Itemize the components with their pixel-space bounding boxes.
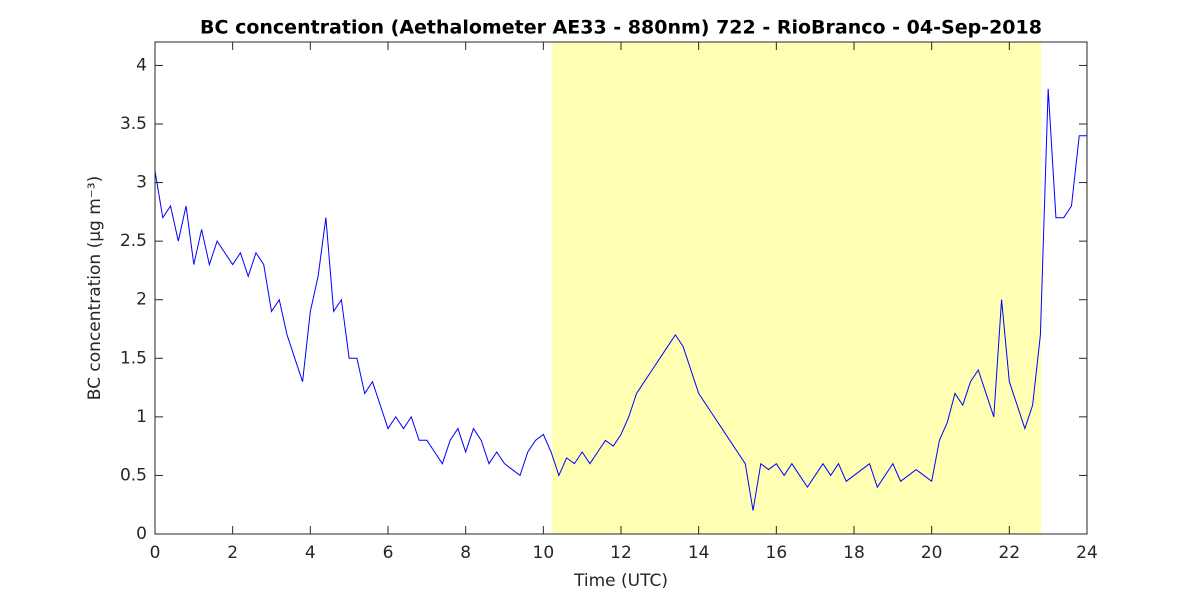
highlight-region xyxy=(551,42,1042,534)
y-tick-label: 1 xyxy=(136,407,147,427)
x-tick-label: 16 xyxy=(766,543,788,563)
y-tick-label: 3.5 xyxy=(120,114,147,134)
y-tick-label: 3 xyxy=(136,173,147,193)
y-tick-label: 1.5 xyxy=(120,348,147,368)
y-tick-label: 4 xyxy=(136,55,147,75)
y-axis-label: BC concentration (μg m⁻³) xyxy=(85,176,105,400)
x-tick-label: 0 xyxy=(150,543,161,563)
x-tick-label: 10 xyxy=(533,543,555,563)
x-tick-label: 24 xyxy=(1076,543,1098,563)
x-tick-label: 2 xyxy=(227,543,238,563)
x-axis-label: Time (UTC) xyxy=(573,571,668,591)
x-tick-label: 20 xyxy=(921,543,943,563)
y-tick-label: 2.5 xyxy=(120,231,147,251)
x-tick-label: 6 xyxy=(383,543,394,563)
x-tick-label: 4 xyxy=(305,543,316,563)
x-tick-label: 8 xyxy=(460,543,471,563)
y-tick-label: 0 xyxy=(136,524,147,544)
x-tick-label: 18 xyxy=(843,543,865,563)
data-line xyxy=(154,88,1087,511)
y-tick-label: 0.5 xyxy=(120,465,147,485)
y-tick-label: 2 xyxy=(136,290,147,310)
x-tick-label: 12 xyxy=(610,543,632,563)
x-tick-label: 22 xyxy=(999,543,1021,563)
chart-title: BC concentration (Aethalometer AE33 - 88… xyxy=(200,17,1042,39)
x-tick-label: 14 xyxy=(688,543,710,563)
